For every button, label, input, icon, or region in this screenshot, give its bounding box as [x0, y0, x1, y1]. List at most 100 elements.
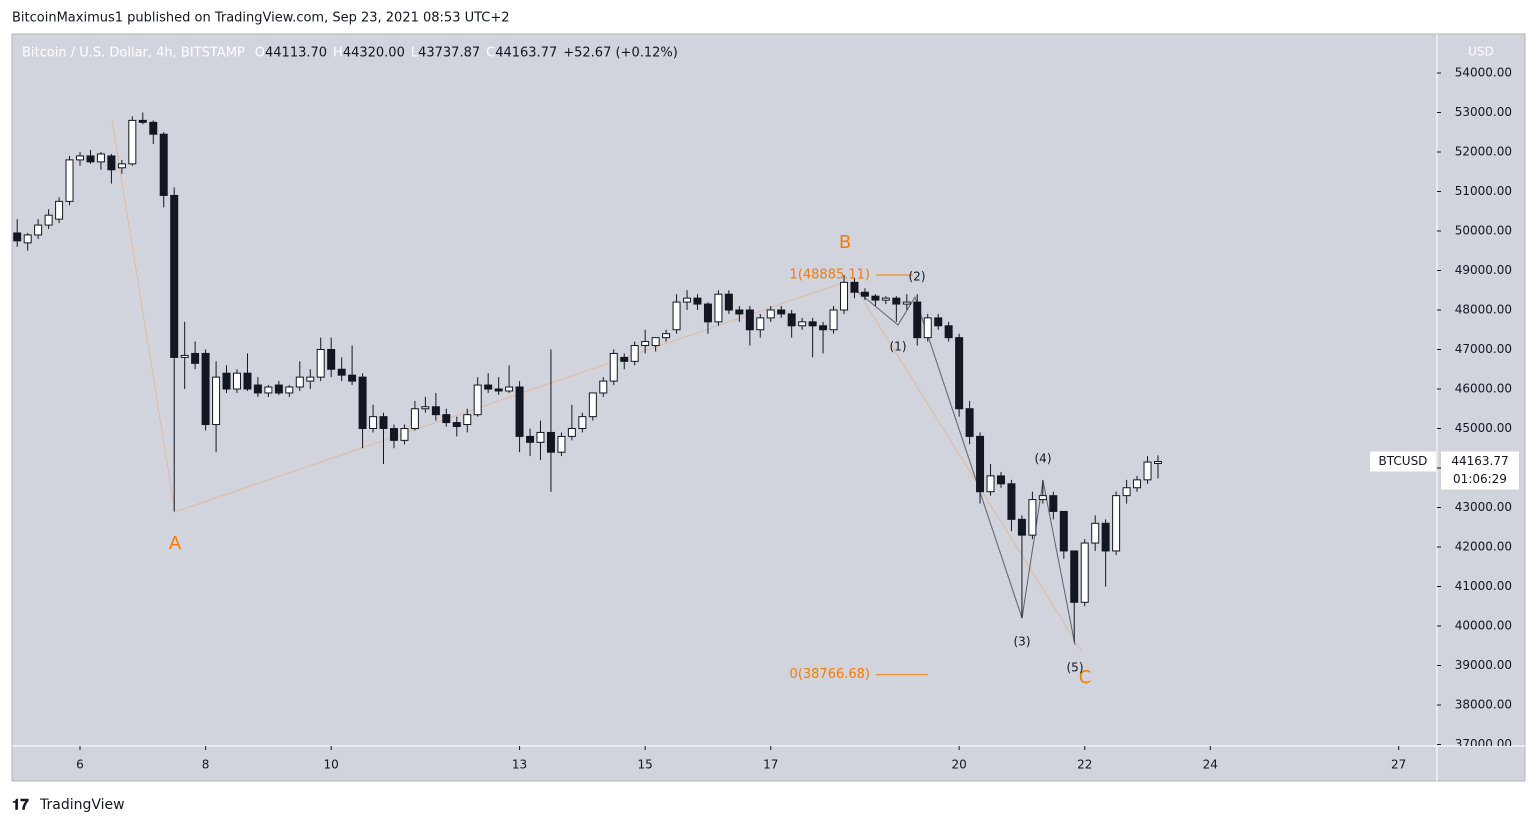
- series-title: Bitcoin / U.S. Dollar, 4h, BITSTAMP: [22, 46, 245, 61]
- candle-body: [724, 293, 733, 311]
- candle-body: [55, 200, 64, 220]
- candle-body: [348, 374, 357, 382]
- candle-body: [316, 348, 325, 378]
- fib-level-label: 1(48885.11): [790, 268, 870, 283]
- candle-body: [536, 431, 545, 443]
- candle-body: [588, 392, 597, 418]
- candle-body: [421, 406, 430, 410]
- candle-body: [1059, 510, 1068, 552]
- candle-body: [86, 155, 95, 163]
- candle-body: [410, 408, 419, 429]
- y-tick-label: 39000.00: [1455, 658, 1512, 672]
- x-tick-label: 10: [324, 758, 339, 772]
- x-tick-label: 17: [763, 758, 778, 772]
- x-tick-label: 27: [1391, 758, 1406, 772]
- candle-body: [683, 297, 692, 303]
- x-tick-label: 6: [76, 758, 84, 772]
- candle-body: [745, 309, 754, 331]
- candle-body: [1154, 461, 1163, 465]
- legend-change: +52.67 (+0.12%): [563, 46, 678, 61]
- candle-body: [546, 431, 555, 453]
- x-axis: 6 8 10 13 15 17 20 22 24 27: [76, 746, 1406, 772]
- y-axis-title: USD: [1468, 45, 1494, 59]
- logo-mark: 𝟏𝟕: [12, 796, 29, 814]
- x-tick-label: 13: [512, 758, 527, 772]
- candle-body: [358, 376, 367, 429]
- candle-body: [871, 295, 880, 301]
- candle-body: [191, 352, 200, 364]
- wave-label: C: [1079, 667, 1092, 688]
- symbol-label: BTCUSD: [1379, 454, 1428, 468]
- candle-body: [808, 321, 817, 327]
- candle-body: [243, 372, 252, 390]
- legend-key: H: [333, 46, 343, 61]
- candle-body: [264, 386, 273, 394]
- candle-body: [840, 281, 849, 311]
- subwave-label: (3): [1014, 635, 1031, 649]
- candle-body: [860, 291, 869, 297]
- footer-brand: TradingView: [39, 797, 125, 813]
- legend-key: L: [411, 46, 419, 61]
- legend-value: 44320.00: [343, 46, 405, 61]
- candle-body: [138, 119, 147, 123]
- y-tick-label: 43000.00: [1455, 500, 1512, 514]
- symbol-box: [1370, 451, 1436, 472]
- candle-body: [913, 301, 922, 339]
- y-tick-label: 40000.00: [1455, 618, 1512, 632]
- candle-body: [337, 368, 346, 376]
- candle-body: [274, 384, 283, 394]
- candle-body: [892, 297, 901, 305]
- candle-body: [494, 388, 503, 392]
- candle-body: [620, 356, 629, 362]
- candle-body: [662, 333, 671, 339]
- candle-body: [1080, 542, 1089, 603]
- candle-body: [1038, 495, 1047, 501]
- candle-body: [756, 317, 765, 331]
- candle-body: [1101, 522, 1110, 552]
- candle-body: [609, 352, 618, 382]
- candle-body: [1049, 495, 1058, 512]
- candle-body: [1091, 522, 1100, 544]
- candle-body: [34, 224, 43, 236]
- ohlc-legend: Bitcoin / U.S. Dollar, 4h, BITSTAMP O 4411…: [22, 46, 678, 61]
- candle-body: [955, 337, 964, 410]
- candle-body: [819, 325, 828, 331]
- candle-body: [117, 163, 126, 169]
- y-tick-label: 54000.00: [1455, 65, 1512, 79]
- candle-body: [881, 297, 890, 301]
- x-tick-label: 20: [951, 758, 966, 772]
- candle-body: [902, 301, 911, 305]
- y-tick-label: 46000.00: [1455, 381, 1512, 395]
- plot-area: 1(48885.11) 0(38766.68) A B C (1) (2) (3) (4) (5): [13, 112, 1163, 688]
- candle-body: [201, 352, 210, 426]
- countdown-label: 01:06:29: [1453, 472, 1507, 486]
- candle-body: [787, 313, 796, 327]
- wave-label: B: [839, 232, 851, 253]
- candle-body: [149, 121, 158, 135]
- candle-body: [976, 435, 985, 493]
- candle-body: [599, 380, 608, 394]
- legend-value: 43737.87: [418, 46, 480, 61]
- y-tick-label: 45000.00: [1455, 421, 1512, 435]
- y-tick-label: 52000.00: [1455, 144, 1512, 158]
- candle-body: [23, 234, 32, 244]
- y-tick-label: 47000.00: [1455, 342, 1512, 356]
- fib-level-label: 0(38766.68): [790, 667, 870, 682]
- candle-body: [1133, 479, 1142, 489]
- candle-body: [170, 194, 179, 358]
- y-tick-label: 41000.00: [1455, 579, 1512, 593]
- subwave-label: (2): [909, 270, 926, 284]
- candle-body: [306, 376, 315, 382]
- x-tick-label: 22: [1077, 758, 1092, 772]
- candle-body: [766, 309, 775, 319]
- candle-body: [714, 293, 723, 323]
- candle-body: [159, 133, 168, 196]
- candle-body: [735, 309, 744, 315]
- candle-body: [997, 475, 1006, 485]
- candle-body: [1007, 483, 1016, 520]
- candle-body: [212, 376, 221, 426]
- candle-body: [1143, 461, 1152, 481]
- candle-body: [1112, 495, 1121, 552]
- candle-body: [180, 354, 189, 358]
